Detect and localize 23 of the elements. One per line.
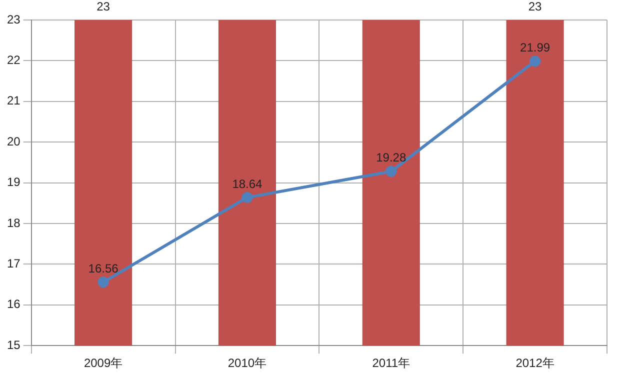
- x-tick-label: 2009年: [84, 356, 123, 370]
- x-tick-label: 2012年: [516, 356, 554, 370]
- y-tick-label: 19: [6, 175, 21, 190]
- data-label: 23: [528, 0, 542, 14]
- y-tick-label: 17: [6, 256, 21, 271]
- y-tick-label: 20: [6, 134, 21, 148]
- data-label: 18.64: [232, 176, 263, 191]
- data-label: 21.99: [520, 40, 550, 54]
- point: [530, 56, 541, 67]
- x-tick-label: 2011年: [372, 356, 410, 370]
- x-tick-label: 2010年: [228, 356, 267, 370]
- point: [242, 192, 253, 203]
- data-label: 19.28: [376, 150, 406, 165]
- y-tick-label: 23: [6, 12, 21, 26]
- data-label: 23: [96, 0, 110, 14]
- y-tick-label: 16: [6, 297, 21, 312]
- point: [386, 166, 397, 177]
- y-tick-label: 15: [6, 338, 21, 352]
- y-tick-label: 18: [6, 216, 21, 230]
- data-label: 16.56: [88, 261, 119, 276]
- y-tick-label: 21: [6, 94, 21, 108]
- point: [98, 276, 109, 288]
- y-tick-label: 22: [6, 53, 21, 68]
